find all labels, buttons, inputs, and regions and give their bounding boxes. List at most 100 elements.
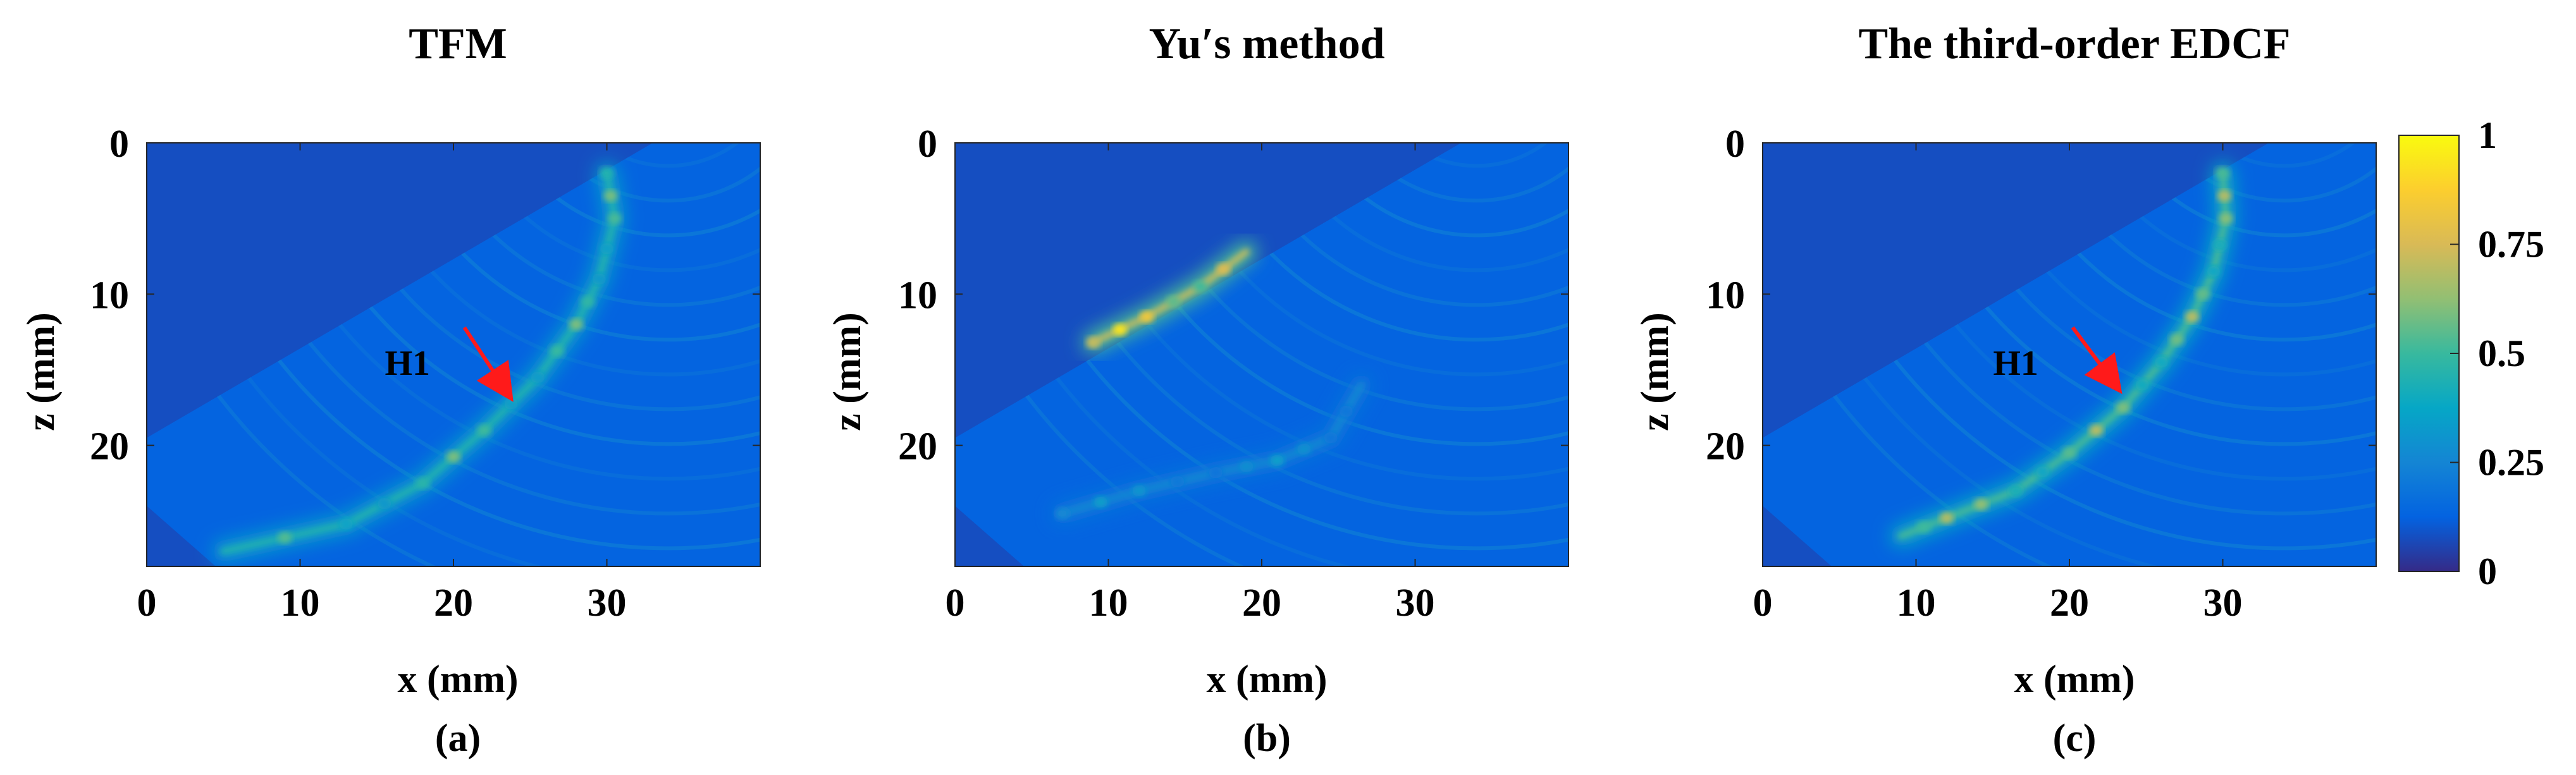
feature-spot (2185, 311, 2199, 323)
panel-b-label: (b) (1243, 717, 1291, 760)
texture-arc (1256, 143, 1568, 272)
panel-c-plot-area: 0 10 20 30 0 10 20 H1 (1706, 123, 2377, 625)
y-tick-label: 10 (1706, 274, 1745, 317)
colorbar: 0 0.25 0.5 0.75 1 (2398, 114, 2544, 592)
texture-arc (1959, 143, 2376, 377)
x-tick-label: 10 (281, 582, 320, 625)
texture-arc (1013, 143, 1568, 516)
feature-spot (1055, 508, 1069, 520)
feature-spot (1916, 521, 1931, 533)
feature-spot (1193, 281, 1207, 293)
feature-spot (2135, 379, 2150, 391)
feature-spot (1094, 496, 1108, 508)
texture-arc (1117, 143, 1568, 412)
x-tick-label: 20 (1242, 582, 1281, 625)
y-tick-label: 0 (1725, 123, 1745, 166)
panel-a-xlabel: x (mm) (397, 658, 518, 701)
texture-arc (204, 143, 760, 516)
texture-arc (1820, 143, 2376, 516)
panel-c-title: The third-order EDCF (1858, 20, 2290, 68)
feature-spot (1166, 296, 1181, 308)
texture-arc (309, 143, 760, 412)
annotation-arrow (2071, 326, 2123, 394)
x-tick-label: 30 (2203, 582, 2243, 625)
texture-arc (1326, 143, 1568, 203)
feature-spot (2206, 265, 2221, 278)
x-tick-label: 0 (137, 582, 157, 625)
feature-spot (1324, 432, 1338, 444)
feature-spot (2062, 447, 2076, 459)
texture-arc (2064, 143, 2376, 272)
feature-spot (2154, 356, 2169, 368)
feature-spot (339, 518, 354, 530)
panel-b-ylabel: z (mm) (826, 312, 869, 431)
feature-spot (1216, 263, 1231, 275)
texture-arc (552, 143, 760, 168)
panel-tfm: TFM 0 10 20 30 0 10 20 H1 x (mm) z (mm) (a) (20, 20, 761, 760)
feature-spot (1940, 512, 1954, 524)
y-tick-label: 10 (898, 274, 937, 317)
y-tick-label: 20 (1706, 425, 1745, 468)
feature-spot (503, 398, 518, 410)
x-tick-label: 0 (946, 582, 965, 625)
feature-spot (278, 532, 292, 544)
feature-spot (581, 296, 595, 308)
texture-arc (2133, 143, 2376, 203)
feature-spot (1270, 455, 1285, 467)
feature-spot (2217, 190, 2231, 202)
y-tick-label: 20 (90, 425, 129, 468)
texture-arc (1291, 143, 1568, 238)
feature-spot (1140, 311, 1154, 323)
texture-arc (1152, 143, 1568, 377)
panel-c-label: (c) (2053, 717, 2097, 760)
panel-a-label: (a) (435, 717, 481, 760)
insonified-region (955, 143, 1568, 566)
feature-spot (569, 319, 583, 331)
x-tick-label: 20 (434, 582, 473, 625)
texture-arc (378, 143, 760, 342)
panel-third-order-edcf: The third-order EDCF 0 10 20 30 0 10 20 H1 x (m… (1634, 20, 2377, 760)
texture-arc (1925, 143, 2376, 412)
feature-spot (477, 424, 491, 436)
texture-arc (1890, 143, 2376, 446)
panel-a-ylabel: z (mm) (20, 312, 63, 431)
annotation-label: H1 (385, 344, 430, 383)
annotation-label: H1 (1993, 344, 2038, 383)
panel-b-xlabel: x (mm) (1206, 658, 1327, 701)
panel-a-title: TFM (409, 20, 507, 68)
texture-arc (169, 143, 760, 551)
colorbar-tick-label: 0.25 (2478, 442, 2544, 484)
feature-spot (2212, 239, 2227, 251)
panel-yu-method: Yu′s method 0 10 20 30 0 10 20 x (mm) z (mm) (… (826, 20, 1569, 760)
x-tick-label: 0 (1753, 582, 1773, 625)
panel-b-plot-area: 0 10 20 30 0 10 20 (898, 123, 1569, 625)
y-tick-label: 20 (898, 425, 937, 468)
texture-arc (1855, 143, 2376, 481)
x-tick-label: 30 (588, 582, 627, 625)
texture-arc (978, 143, 1568, 551)
panel-c-ylabel: z (mm) (1634, 312, 1677, 431)
texture-arc (517, 143, 760, 203)
texture-arc (1360, 143, 1568, 168)
colorbar-tick-label: 0.5 (2478, 333, 2525, 374)
panel-a-plot-area: 0 10 20 30 0 10 20 H1 (90, 123, 761, 625)
feature-spot (1239, 461, 1254, 473)
texture-arc (1221, 143, 1568, 307)
feature-spot (447, 451, 460, 463)
speckle-texture (955, 143, 1568, 566)
annotation-arrow (462, 326, 514, 402)
feature-spot (1297, 443, 1311, 455)
feature-spot (2009, 485, 2023, 497)
texture-arc (2098, 143, 2376, 238)
texture-arc (1785, 143, 2376, 551)
x-tick-label: 10 (1089, 582, 1128, 625)
colorbar-tick-label: 1 (2478, 114, 2497, 156)
feature-spot (2116, 401, 2130, 413)
texture-arc (2168, 143, 2376, 168)
texture-arc (483, 143, 760, 238)
panel-b-title: Yu′s method (1149, 20, 1384, 68)
texture-arc (413, 143, 760, 307)
feature-spot (531, 371, 545, 383)
feature-spot (2169, 334, 2184, 346)
